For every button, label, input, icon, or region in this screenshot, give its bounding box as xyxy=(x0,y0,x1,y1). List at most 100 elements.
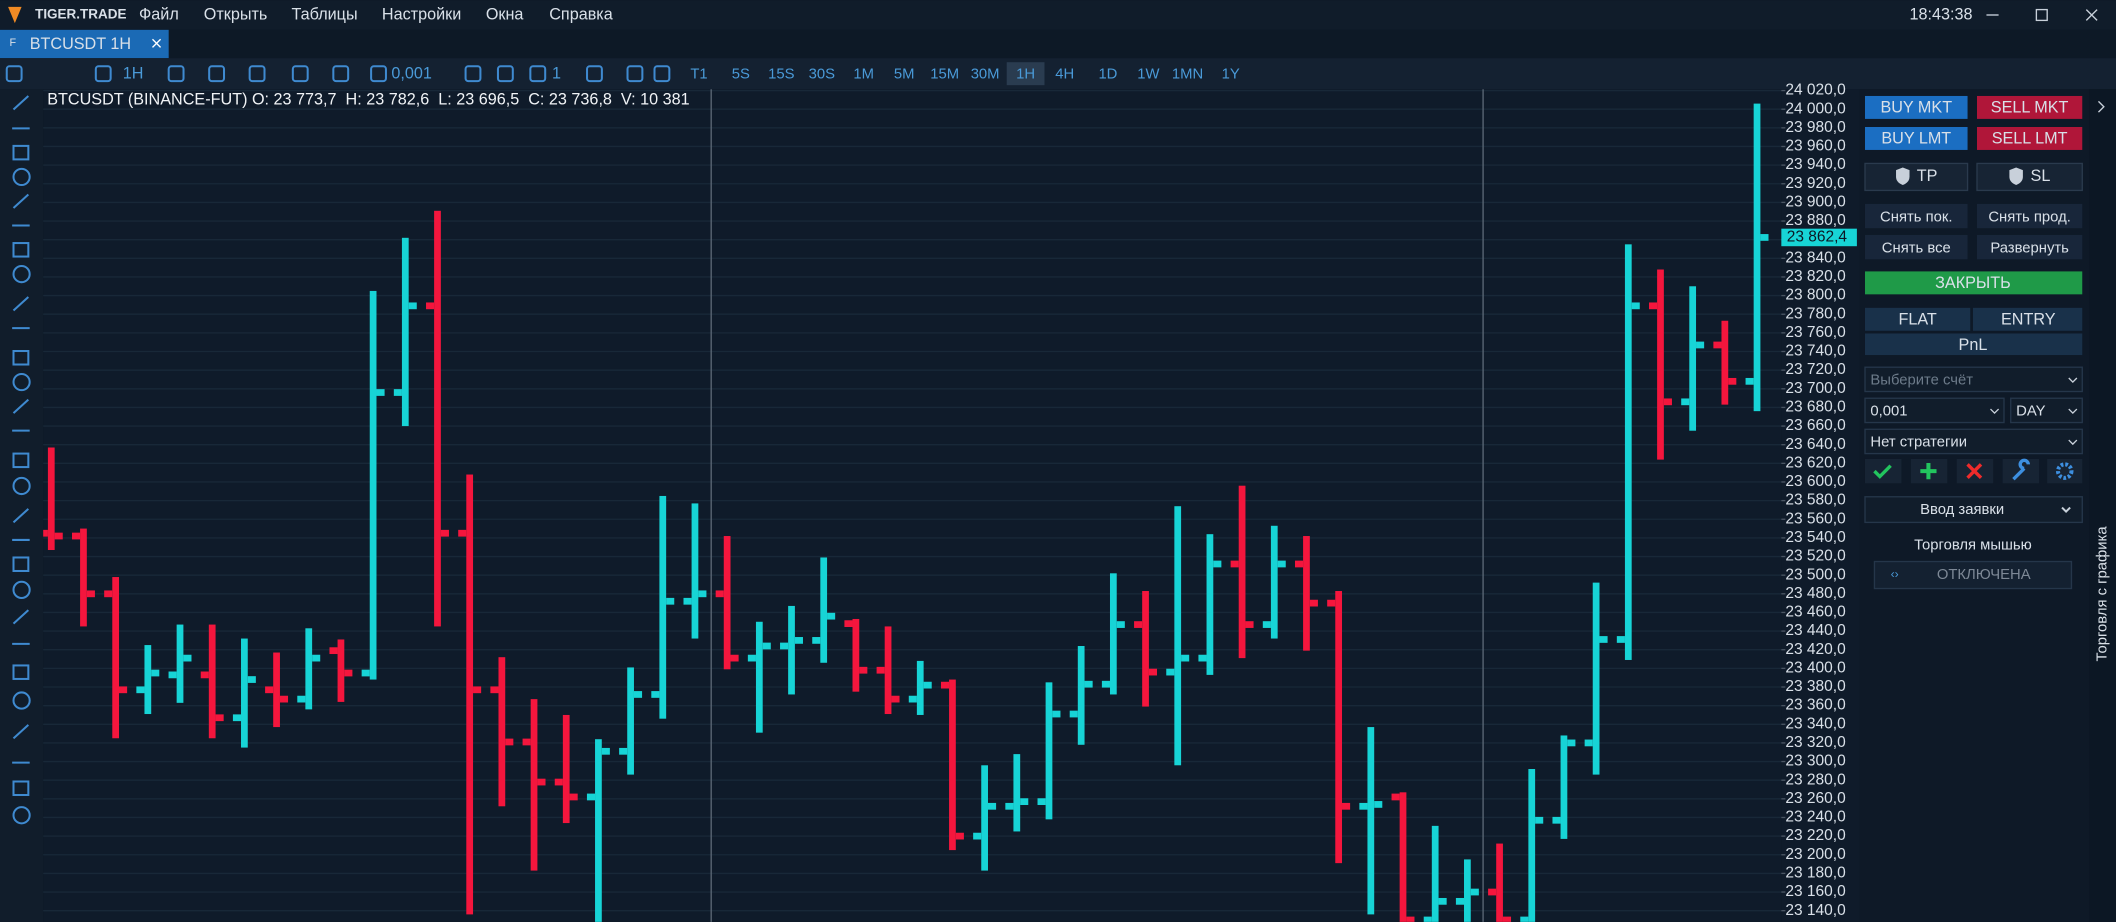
sell-market-label[interactable]: SELL MKT xyxy=(1991,98,2069,116)
timeframe[interactable]: 1Y xyxy=(1222,66,1240,82)
tool-icon[interactable] xyxy=(12,95,30,111)
collapse-arrow[interactable] xyxy=(2097,100,2105,113)
tool-icon[interactable] xyxy=(12,806,31,825)
toolbar-icon[interactable] xyxy=(496,65,514,83)
time-in-force[interactable]: DAY xyxy=(2016,404,2045,420)
tool-icon[interactable] xyxy=(12,167,31,187)
tool-icon[interactable] xyxy=(12,193,30,209)
order-entry-select[interactable] xyxy=(1864,496,2083,524)
timeframe[interactable]: 1H xyxy=(1016,66,1035,82)
timeframe[interactable]: 4H xyxy=(1055,66,1074,82)
flat-button[interactable] xyxy=(1864,307,1971,331)
cancel-sells-button[interactable] xyxy=(1977,203,2083,229)
toolbar-icon[interactable] xyxy=(208,65,226,83)
tool-icon[interactable] xyxy=(12,452,30,469)
tab-title[interactable]: BTCUSDT 1H xyxy=(30,35,131,53)
mouse-trading-toggle[interactable] xyxy=(1873,560,2073,590)
buy-limit-label[interactable]: BUY LMT xyxy=(1881,129,1951,147)
tab[interactable] xyxy=(0,29,169,59)
sell-limit-button[interactable] xyxy=(1977,127,2083,150)
toolbar-icon[interactable] xyxy=(5,65,23,83)
tool-icon[interactable] xyxy=(12,350,30,366)
cancel-all-label[interactable]: Снять все xyxy=(1882,240,1951,256)
tab-close[interactable] xyxy=(152,38,162,48)
timeframe[interactable]: 15M xyxy=(930,66,959,82)
tool-icon[interactable] xyxy=(12,609,30,625)
buy-market-label[interactable]: BUY MKT xyxy=(1880,98,1952,116)
menu-item[interactable]: Справка xyxy=(549,5,613,23)
tick-size[interactable]: 0,001 xyxy=(391,65,432,83)
sl-label[interactable]: SL xyxy=(2031,167,2051,185)
tool-icon[interactable] xyxy=(12,691,31,710)
toolbar-icon[interactable] xyxy=(167,65,185,83)
buy-limit-button[interactable] xyxy=(1864,127,1968,150)
quantity-select[interactable] xyxy=(1864,397,2005,424)
toolbar-icon[interactable] xyxy=(586,65,603,83)
side-tab-label[interactable]: Торговля с графика xyxy=(2094,526,2110,662)
timeframe[interactable]: 5M xyxy=(894,66,915,82)
strategy-select[interactable] xyxy=(1864,428,2083,455)
toolbar-icon[interactable] xyxy=(529,65,547,83)
menu-item[interactable]: Файл xyxy=(139,5,179,23)
sell-market-button[interactable] xyxy=(1977,95,2083,119)
menu-item[interactable]: Открыть xyxy=(204,5,268,23)
sl-button[interactable] xyxy=(1976,162,2083,192)
close-position-button[interactable] xyxy=(1864,271,2083,295)
cancel-all-button[interactable] xyxy=(1864,234,1968,260)
tool-icon[interactable] xyxy=(12,476,31,496)
tool-icon[interactable] xyxy=(12,372,31,392)
interval[interactable]: 1H xyxy=(123,65,144,83)
quantity[interactable]: 0,001 xyxy=(1870,404,1907,420)
toolbar-icon[interactable] xyxy=(626,65,644,83)
mouse-trading-state[interactable]: ОТКЛЮЧЕНА xyxy=(1937,567,2031,583)
timeframe[interactable]: 1D xyxy=(1098,66,1117,82)
order-entry[interactable]: Ввод заявки xyxy=(1920,502,2004,518)
tool-icon[interactable] xyxy=(12,580,31,599)
tool-icon[interactable] xyxy=(12,780,30,797)
entry-button[interactable] xyxy=(1972,307,2083,331)
menu-item[interactable]: Таблицы xyxy=(291,5,357,23)
cancel-sells-label[interactable]: Снять прод. xyxy=(1988,209,2071,225)
tool-icon[interactable] xyxy=(12,508,30,524)
timeframe[interactable]: 30M xyxy=(971,66,1000,82)
buy-market-button[interactable] xyxy=(1864,95,1968,119)
tp-button[interactable] xyxy=(1864,162,1969,192)
reverse-button[interactable] xyxy=(1977,234,2083,260)
timeframe[interactable]: T1 xyxy=(690,66,707,82)
tool-icon[interactable] xyxy=(12,398,30,414)
menu-item[interactable]: Окна xyxy=(486,5,524,23)
timeframe[interactable]: 15S xyxy=(768,66,794,82)
toolbar-icon[interactable] xyxy=(332,65,350,83)
tool-icon[interactable] xyxy=(12,242,30,258)
toolbar-icon[interactable] xyxy=(94,65,112,83)
tool-icon[interactable] xyxy=(12,264,31,284)
account-placeholder[interactable]: Выберите счёт xyxy=(1870,373,1973,389)
close-position-label[interactable]: ЗАКРЫТЬ xyxy=(1935,274,2011,292)
toolbar-icon[interactable] xyxy=(653,65,671,83)
pnl-label[interactable]: PnL xyxy=(1959,336,1988,354)
tool-icon[interactable] xyxy=(12,724,30,740)
tool-icon[interactable] xyxy=(12,664,30,680)
cancel-buys-button[interactable] xyxy=(1864,203,1968,229)
multiplier[interactable]: 1 xyxy=(552,65,561,83)
menu-item[interactable]: Настройки xyxy=(382,5,461,23)
close-window[interactable] xyxy=(2085,9,2098,21)
sell-limit-label[interactable]: SELL LMT xyxy=(1992,129,2068,147)
tool-icon[interactable] xyxy=(12,296,30,312)
timeframe[interactable]: 1W xyxy=(1137,66,1159,82)
timeframe[interactable]: 1M xyxy=(853,66,874,82)
pnl-button[interactable] xyxy=(1864,333,2083,356)
toolbar-icon[interactable] xyxy=(370,65,387,83)
strategy[interactable]: Нет стратегии xyxy=(1870,435,1967,451)
toolbar-icon[interactable] xyxy=(291,65,309,83)
timeframe[interactable]: 30S xyxy=(809,66,835,82)
reverse-label[interactable]: Развернуть xyxy=(1990,240,2069,256)
entry-label[interactable]: ENTRY xyxy=(2001,310,2056,328)
tool-icon[interactable] xyxy=(12,144,30,161)
flat-label[interactable]: FLAT xyxy=(1898,310,1936,328)
timeframe[interactable]: 1MN xyxy=(1172,66,1203,82)
tp-label[interactable]: TP xyxy=(1917,167,1938,185)
tool-icon[interactable] xyxy=(12,556,30,572)
cancel-buys-label[interactable]: Снять пок. xyxy=(1880,209,1952,225)
toolbar-icon[interactable] xyxy=(464,65,482,83)
